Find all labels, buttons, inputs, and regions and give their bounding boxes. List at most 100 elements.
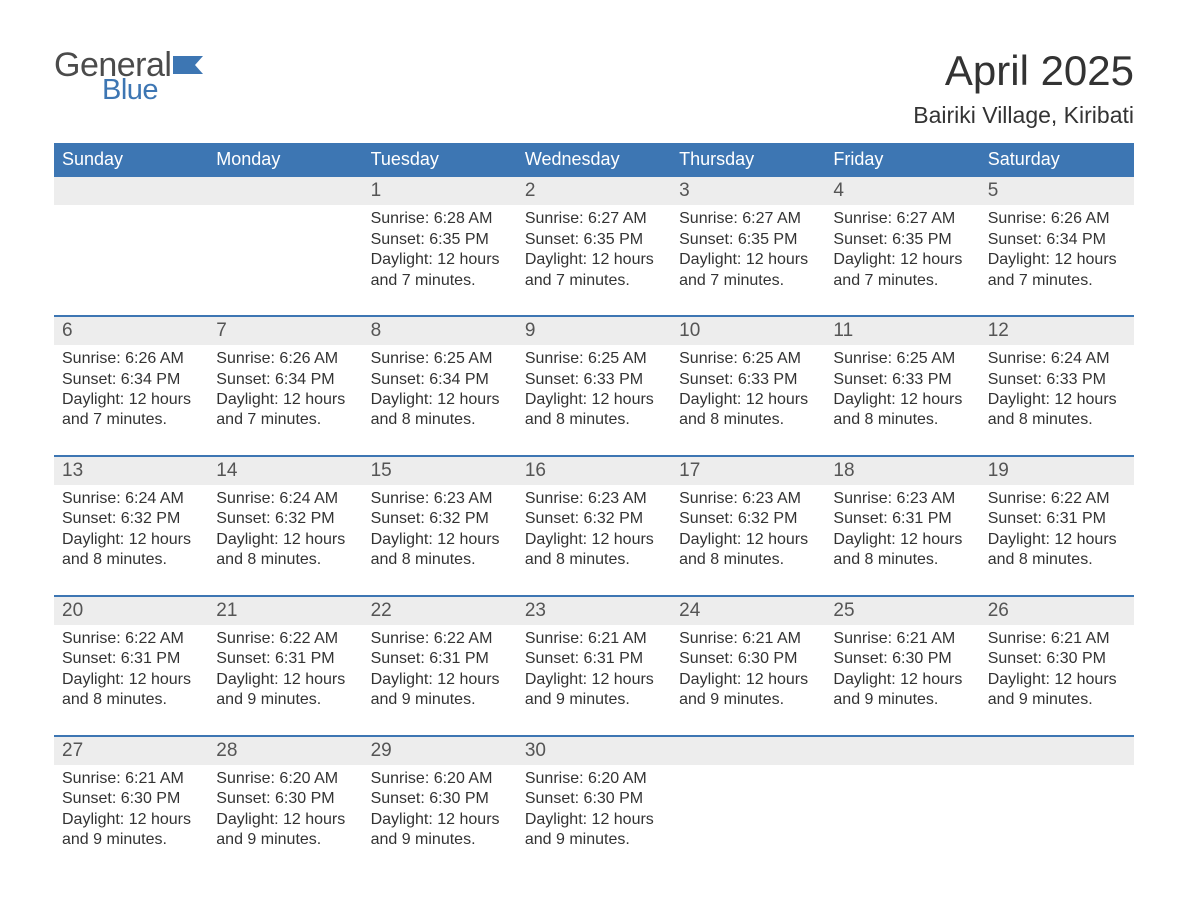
day-info-line: Sunset: 6:34 PM (371, 370, 509, 390)
day-info-line: Sunrise: 6:25 AM (525, 349, 663, 369)
day-info-line: Sunset: 6:30 PM (216, 789, 354, 809)
calendar-page: General Blue April 2025 Bairiki Village,… (0, 0, 1188, 915)
daybody-row: Sunrise: 6:26 AMSunset: 6:34 PMDaylight:… (54, 345, 1134, 455)
day-info-line: Sunrise: 6:26 AM (216, 349, 354, 369)
day-number: 21 (208, 597, 362, 625)
calendar-grid: SundayMondayTuesdayWednesdayThursdayFrid… (54, 143, 1134, 874)
day-info-line: Sunset: 6:31 PM (525, 649, 663, 669)
day-info-line: Sunrise: 6:21 AM (679, 629, 817, 649)
daybody-row: Sunrise: 6:28 AMSunset: 6:35 PMDaylight:… (54, 205, 1134, 315)
day-cell: Sunrise: 6:20 AMSunset: 6:30 PMDaylight:… (517, 765, 671, 851)
day-number: 17 (671, 457, 825, 485)
day-info-line: Daylight: 12 hours and 7 minutes. (62, 390, 200, 431)
day-number: 16 (517, 457, 671, 485)
day-info-line: Daylight: 12 hours and 8 minutes. (988, 530, 1126, 571)
day-info-line: Sunset: 6:30 PM (679, 649, 817, 669)
day-number: 6 (54, 317, 208, 345)
day-cell (980, 765, 1134, 851)
day-number: 28 (208, 737, 362, 765)
day-info-line: Sunrise: 6:26 AM (988, 209, 1126, 229)
day-info-line: Sunset: 6:32 PM (371, 509, 509, 529)
day-number: 23 (517, 597, 671, 625)
day-cell: Sunrise: 6:23 AMSunset: 6:32 PMDaylight:… (517, 485, 671, 571)
daybody-row: Sunrise: 6:22 AM Sunset: 6:31 PM Daylight:… (54, 625, 1134, 735)
day-info-line: Sunset: 6:35 PM (833, 230, 971, 250)
daynum-row: 6789101112 (54, 317, 1134, 345)
daynum-row: 13141516171819 (54, 457, 1134, 485)
day-info-line: Sunrise: 6:22 AM (62, 629, 200, 649)
weeks-container: 12345Sunrise: 6:28 AMSunset: 6:35 PMDayl… (54, 177, 1134, 874)
day-cell (208, 205, 362, 291)
daynum-row: 27282930 (54, 737, 1134, 765)
day-cell: Sunrise: 6:25 AMSunset: 6:34 PMDaylight:… (363, 345, 517, 431)
day-number: 7 (208, 317, 362, 345)
day-info-line: Sunset: 6:30 PM (988, 649, 1126, 669)
day-info-line: Sunset: 6:31 PM (833, 509, 971, 529)
day-info-line: Sunset: 6:34 PM (216, 370, 354, 390)
day-info-line: Daylight: 12 hours and 9 minutes. (216, 810, 354, 851)
day-info-line: Daylight: 12 hours and 8 minutes. (679, 390, 817, 431)
day-cell: Sunrise: 6:24 AMSunset: 6:33 PMDaylight:… (980, 345, 1134, 431)
week: 6789101112Sunrise: 6:26 AMSunset: 6:34 P… (54, 315, 1134, 455)
page-title: April 2025 (913, 48, 1134, 94)
day-number: 19 (980, 457, 1134, 485)
day-number: 4 (825, 177, 979, 205)
day-cell: Sunrise: 6:20 AMSunset: 6:30 PMDaylight:… (363, 765, 517, 851)
day-info-line: Sunrise: 6:21 AM (62, 769, 200, 789)
day-info-line: Sunset: 6:30 PM (833, 649, 971, 669)
day-number: 8 (363, 317, 517, 345)
day-cell: Sunrise: 6:22 AMSunset: 6:31 PMDaylight:… (363, 625, 517, 711)
day-number (208, 177, 362, 205)
week: 20212223242526Sunrise: 6:22 AMSunset: 6:… (54, 595, 1134, 735)
day-info-line: Daylight: 12 hours and 9 minutes. (371, 670, 509, 711)
day-number: 25 (825, 597, 979, 625)
day-number: 22 (363, 597, 517, 625)
day-info-line: Sunset: 6:33 PM (679, 370, 817, 390)
day-cell: Sunrise: 6:22 AMSunset: 6:31 PMDaylight:… (208, 625, 362, 711)
week: 27282930Sunrise: 6:21 AMSunset: 6:30 PMD… (54, 735, 1134, 875)
day-cell: Sunrise: 6:20 AMSunset: 6:30 PMDaylight:… (208, 765, 362, 851)
brand-logo: General Blue (54, 48, 209, 105)
day-number: 10 (671, 317, 825, 345)
day-info-line: Daylight: 12 hours and 7 minutes. (988, 250, 1126, 291)
day-info-line: Sunrise: 6:21 AM (525, 629, 663, 649)
day-info-line: Sunset: 6:32 PM (62, 509, 200, 529)
day-info-line: Sunrise: 6:22 AM (988, 489, 1126, 509)
day-info-line: Daylight: 12 hours and 7 minutes. (833, 250, 971, 291)
day-number: 5 (980, 177, 1134, 205)
day-info-line: Sunset: 6:32 PM (525, 509, 663, 529)
day-info-line: Sunset: 6:33 PM (988, 370, 1126, 390)
day-info-line: Sunrise: 6:27 AM (679, 209, 817, 229)
flag-icon (171, 48, 209, 82)
day-info-line: Daylight: 12 hours and 9 minutes. (62, 810, 200, 851)
day-number: 9 (517, 317, 671, 345)
day-cell: Sunrise: 6:23 AMSunset: 6:32 PMDaylight:… (363, 485, 517, 571)
day-info-line: Daylight: 12 hours and 8 minutes. (988, 390, 1126, 431)
day-info-line: Daylight: 12 hours and 8 minutes. (525, 530, 663, 571)
day-cell (671, 765, 825, 851)
title-block: April 2025 Bairiki Village, Kiribati (913, 48, 1134, 129)
day-info-line: Daylight: 12 hours and 7 minutes. (371, 250, 509, 291)
day-info-line: Sunset: 6:35 PM (525, 230, 663, 250)
day-info-line: Daylight: 12 hours and 8 minutes. (833, 530, 971, 571)
day-info-line: Sunset: 6:33 PM (833, 370, 971, 390)
day-cell: Sunrise: 6:27 AMSunset: 6:35 PMDaylight:… (825, 205, 979, 291)
day-number: 18 (825, 457, 979, 485)
day-info-line: Sunrise: 6:25 AM (679, 349, 817, 369)
day-info-line: Daylight: 12 hours and 8 minutes. (371, 530, 509, 571)
day-number: 14 (208, 457, 362, 485)
day-cell: Sunrise: 6:21 AMSunset: 6:30 PMDaylight:… (54, 765, 208, 851)
day-info-line: Daylight: 12 hours and 8 minutes. (371, 390, 509, 431)
day-cell: Sunrise: 6:26 AMSunset: 6:34 PMDaylight:… (980, 205, 1134, 291)
week: 13141516171819Sunrise: 6:24 AMSunset: 6:… (54, 455, 1134, 595)
day-number: 26 (980, 597, 1134, 625)
day-cell (825, 765, 979, 851)
day-info-line: Sunrise: 6:22 AM (216, 629, 354, 649)
day-info-line: Sunrise: 6:23 AM (679, 489, 817, 509)
day-number: 11 (825, 317, 979, 345)
day-info-line: Daylight: 12 hours and 8 minutes. (679, 530, 817, 571)
page-subtitle: Bairiki Village, Kiribati (913, 102, 1134, 129)
day-number: 15 (363, 457, 517, 485)
day-info-line: Daylight: 12 hours and 8 minutes. (525, 390, 663, 431)
day-info-line: Sunrise: 6:24 AM (988, 349, 1126, 369)
